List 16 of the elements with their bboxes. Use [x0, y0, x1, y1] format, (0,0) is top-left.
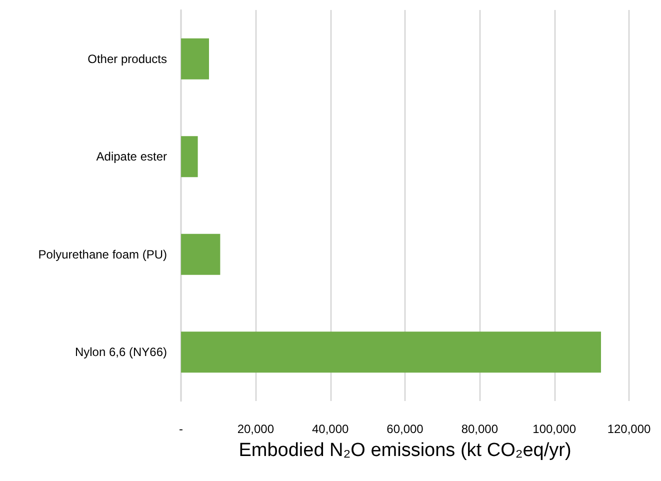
x-tick-label: 80,000	[461, 422, 498, 436]
bar	[181, 234, 220, 275]
bar	[181, 332, 601, 373]
y-tick-label: Polyurethane foam (PU)	[38, 247, 167, 262]
y-tick-label: Adipate ester	[96, 150, 167, 164]
x-axis-title: Embodied N₂O emissions (kt CO₂eq/yr)	[238, 440, 572, 461]
x-tick-label: 120,000	[607, 422, 652, 436]
x-tick-label: 100,000	[532, 422, 576, 436]
x-tick-label: 40,000	[312, 422, 350, 436]
x-tick-label: 60,000	[386, 422, 424, 436]
x-tick-label: -	[179, 422, 183, 436]
y-tick-label: Other products	[88, 52, 167, 66]
x-tick-label: 20,000	[237, 422, 274, 436]
y-tick-label: Nylon 6,6 (NY66)	[74, 345, 167, 360]
bar	[181, 38, 209, 80]
bar	[181, 136, 198, 178]
